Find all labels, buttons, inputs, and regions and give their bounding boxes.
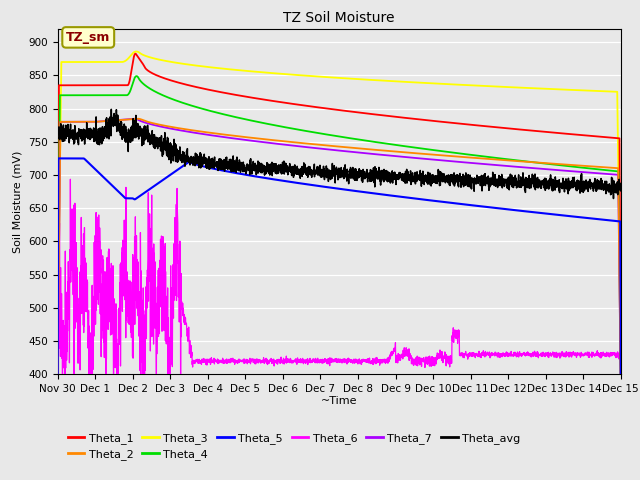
- Y-axis label: Soil Moisture (mV): Soil Moisture (mV): [13, 150, 22, 253]
- X-axis label: ~Time: ~Time: [321, 396, 358, 406]
- Text: TZ_sm: TZ_sm: [66, 31, 111, 44]
- Legend: Theta_1, Theta_2, Theta_3, Theta_4, Theta_5, Theta_6, Theta_7, Theta_avg: Theta_1, Theta_2, Theta_3, Theta_4, Thet…: [63, 428, 525, 465]
- Title: TZ Soil Moisture: TZ Soil Moisture: [284, 11, 395, 25]
